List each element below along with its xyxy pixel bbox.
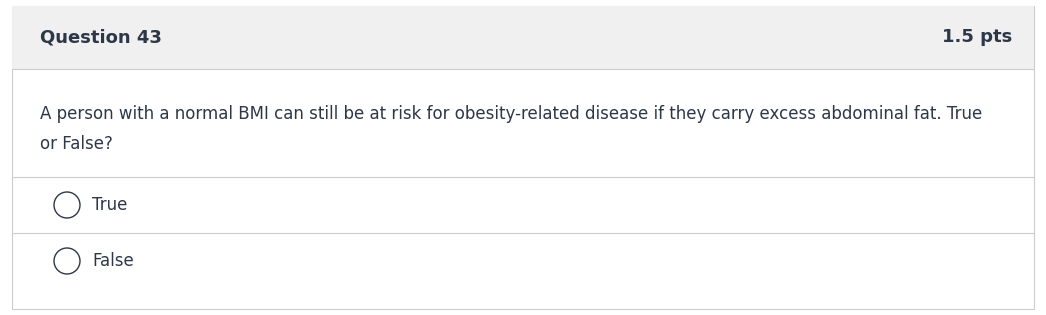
Text: or False?: or False? — [40, 135, 113, 153]
Text: True: True — [92, 196, 128, 214]
FancyBboxPatch shape — [12, 6, 1034, 69]
Text: A person with a normal BMI can still be at risk for obesity-related disease if t: A person with a normal BMI can still be … — [40, 105, 982, 123]
Text: 1.5 pts: 1.5 pts — [941, 28, 1011, 47]
FancyBboxPatch shape — [12, 6, 1034, 309]
Text: Question 43: Question 43 — [40, 28, 162, 47]
Text: False: False — [92, 252, 134, 270]
